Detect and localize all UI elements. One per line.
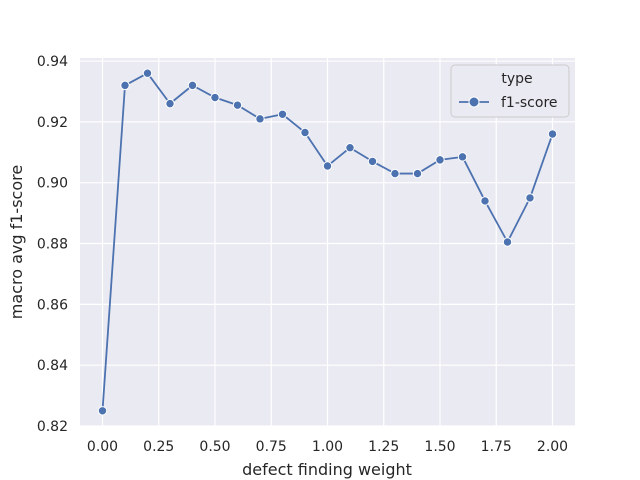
y-tick-label: 0.94 xyxy=(37,54,68,70)
y-tick-label: 0.90 xyxy=(37,176,68,192)
x-axis-ticks: 0.00 0.25 0.50 0.75 1.00 1.25 1.50 1.75 2.00 xyxy=(87,439,568,455)
x-tick-label: 0.00 xyxy=(87,439,118,455)
data-point xyxy=(232,100,243,110)
data-point xyxy=(300,127,310,138)
legend-title: type xyxy=(501,71,532,87)
legend-series-label: f1-score xyxy=(501,95,558,111)
series-layer xyxy=(97,68,558,416)
legend-box xyxy=(450,64,570,118)
x-tick-label: 1.00 xyxy=(312,439,343,455)
grid xyxy=(80,58,575,427)
data-point xyxy=(457,152,468,162)
data-point xyxy=(165,98,175,109)
y-tick-label: 0.92 xyxy=(37,115,68,131)
y-tick-label: 0.88 xyxy=(37,237,68,253)
data-point xyxy=(142,68,153,78)
data-point xyxy=(255,114,265,124)
data-point xyxy=(502,237,513,247)
x-axis-label: defect finding weight xyxy=(242,460,412,479)
data-point xyxy=(390,168,400,179)
x-tick-label: 0.75 xyxy=(256,439,287,455)
x-tick-label: 1.25 xyxy=(368,439,399,455)
legend-point-marker xyxy=(468,96,480,108)
data-point xyxy=(435,155,445,165)
data-point xyxy=(120,80,130,91)
data-point xyxy=(322,161,333,171)
data-point xyxy=(97,406,108,416)
y-tick-label: 0.82 xyxy=(37,419,68,435)
y-tick-label: 0.84 xyxy=(37,358,68,374)
data-point xyxy=(210,92,220,103)
data-point xyxy=(345,143,355,153)
data-point xyxy=(547,129,558,139)
legend: type f1-score xyxy=(450,64,570,118)
y-axis-label: macro avg f1-score xyxy=(7,165,26,319)
x-tick-label: 0.25 xyxy=(143,439,174,455)
x-tick-label: 1.75 xyxy=(481,439,512,455)
y-tick-label: 0.86 xyxy=(37,297,68,313)
x-tick-label: 2.00 xyxy=(537,439,568,455)
data-point xyxy=(412,168,423,179)
x-tick-label: 1.50 xyxy=(424,439,455,455)
data-point xyxy=(525,193,535,203)
data-point xyxy=(187,80,198,91)
x-tick-label: 0.50 xyxy=(199,439,230,455)
data-point xyxy=(480,196,490,206)
y-axis-ticks: 0.82 0.84 0.86 0.88 0.90 0.92 0.94 xyxy=(37,54,68,435)
data-point xyxy=(277,109,288,119)
data-point xyxy=(367,156,378,167)
